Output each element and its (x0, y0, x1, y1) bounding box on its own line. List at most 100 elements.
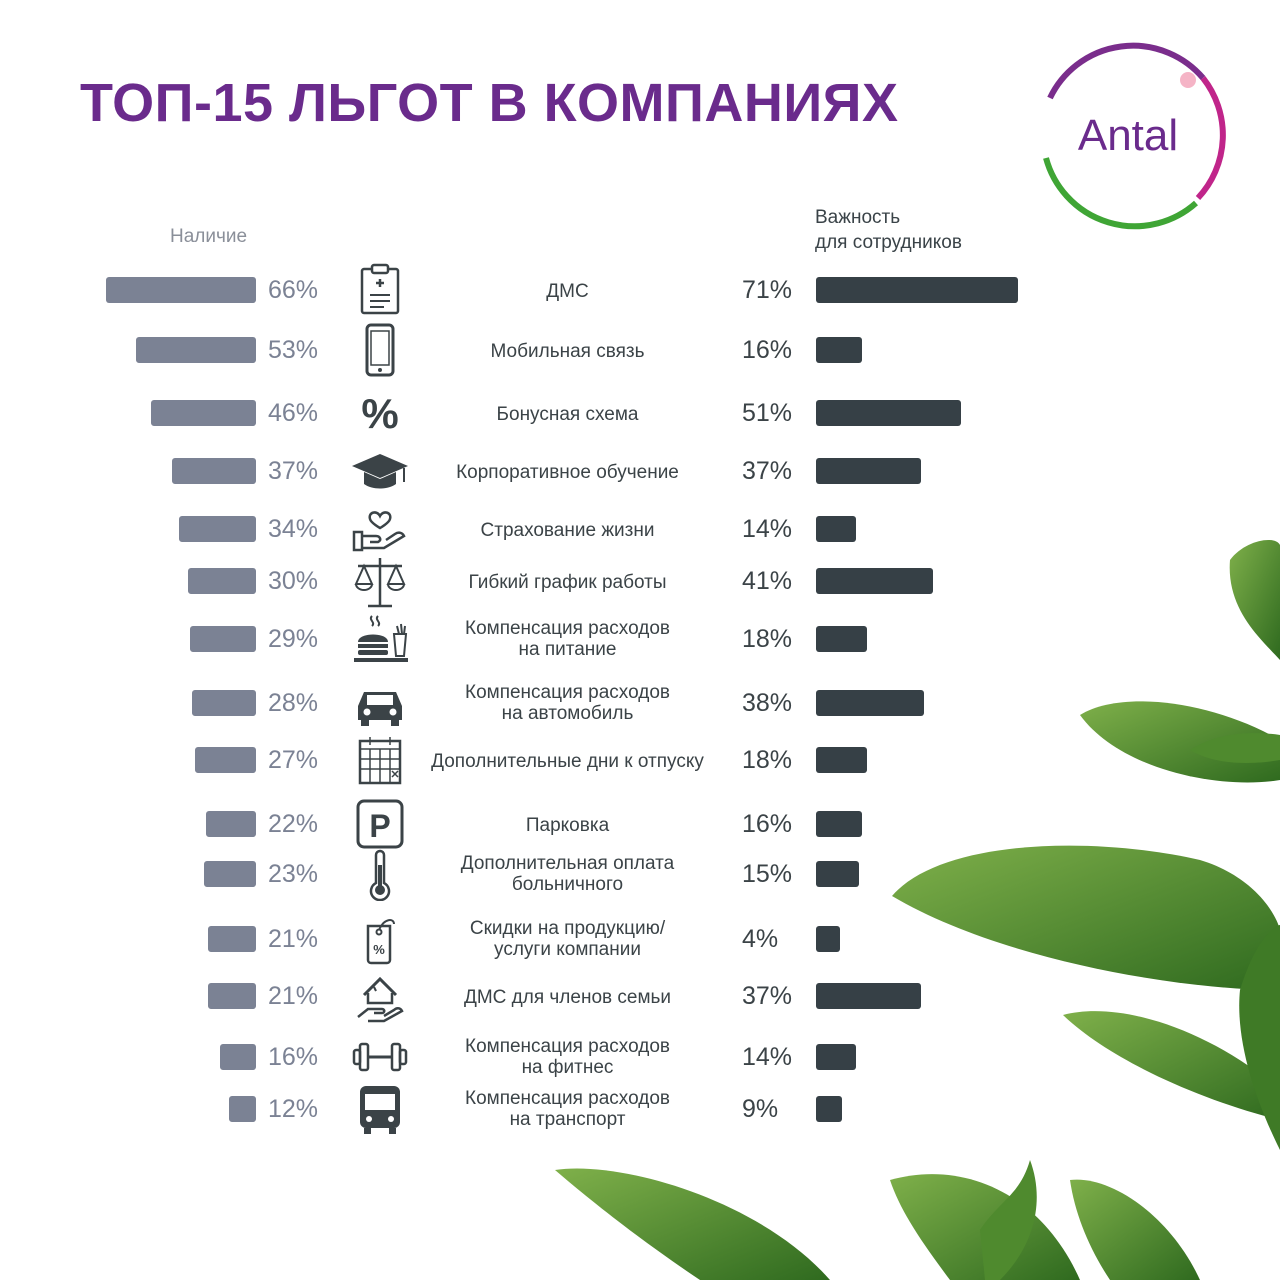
left-bar (204, 861, 256, 887)
percent-icon: % (350, 386, 410, 440)
right-bar (816, 690, 924, 716)
right-bar (816, 747, 867, 773)
left-value-label: 66% (268, 276, 319, 304)
right-bar (816, 277, 1018, 303)
left-bar (192, 690, 256, 716)
chart-row: 22% P Парковка 16% (0, 797, 1280, 853)
left-bar (190, 626, 256, 652)
left-bar (179, 516, 256, 542)
discount-tag-icon: % (350, 912, 410, 966)
chart-row: 27% Дополнительные дни к отпуску 18% (0, 733, 1280, 789)
right-value-label: 16% (742, 810, 793, 838)
left-value-label: 12% (268, 1095, 319, 1123)
chart-row: 53% Мобильная связь 16% (0, 323, 1280, 379)
benefit-label: Скидки на продукцию/ услуги компании (469, 918, 666, 960)
chart-row: 28% Компенсация расходов на автомобиль 38% (0, 676, 1280, 732)
right-value-label: 71% (742, 276, 793, 304)
chart-row: 37% Корпоративное обучение 37% (0, 444, 1280, 500)
chart-row: 30% Гибкий график работы 41% (0, 554, 1280, 610)
dumbbell-icon (350, 1030, 410, 1084)
right-value-label: 18% (742, 746, 793, 774)
chart-row: 46%% Бонусная схема 51% (0, 386, 1280, 442)
benefit-label: ДМС (546, 281, 589, 302)
left-value-label: 29% (268, 625, 319, 653)
right-value-label: 15% (742, 860, 793, 888)
benefit-label: Компенсация расходов на фитнес (465, 1036, 670, 1078)
chart-row: 12% Компенсация расходов на транспорт 9% (0, 1082, 1280, 1138)
right-bar (816, 337, 862, 363)
chart-row: 21% ДМС для членов семьи 37% (0, 969, 1280, 1025)
right-value-label: 38% (742, 689, 793, 717)
left-value-label: 53% (268, 336, 319, 364)
right-bar (816, 983, 921, 1009)
left-value-label: 46% (268, 399, 319, 427)
right-value-label: 4% (742, 925, 779, 953)
parking-icon: P (350, 797, 410, 851)
left-value-label: 37% (268, 457, 319, 485)
left-bar (172, 458, 256, 484)
right-bar (816, 400, 961, 426)
right-value-label: 37% (742, 982, 793, 1010)
benefit-label: Компенсация расходов на питание (465, 618, 670, 660)
chart-row: 23% Дополнительная оплата больничного 15% (0, 847, 1280, 903)
left-bar (195, 747, 256, 773)
bus-icon (350, 1082, 410, 1136)
chart-row: 29% Компенсация расходов на питание 18% (0, 612, 1280, 668)
right-value-label: 14% (742, 1043, 793, 1071)
right-bar (816, 811, 862, 837)
left-value-label: 21% (268, 925, 319, 953)
left-value-label: 27% (268, 746, 319, 774)
left-value-label: 21% (268, 982, 319, 1010)
right-bar (816, 626, 867, 652)
left-bar (151, 400, 256, 426)
svg-text:P: P (369, 808, 390, 844)
left-bar (206, 811, 256, 837)
benefit-label: Компенсация расходов на транспорт (465, 1088, 670, 1130)
benefit-label: Компенсация расходов на автомобиль (465, 682, 670, 724)
benefit-label: Корпоративное обучение (456, 462, 679, 483)
svg-text:%: % (361, 390, 398, 437)
food-tray-icon (350, 612, 410, 666)
antal-logo: Antal (1036, 42, 1226, 230)
right-value-label: 14% (742, 515, 793, 543)
left-bar (229, 1096, 256, 1122)
right-bar (816, 1044, 856, 1070)
benefit-label: Бонусная схема (496, 404, 639, 425)
right-bar (816, 926, 840, 952)
right-value-label: 41% (742, 567, 793, 595)
left-bar (220, 1044, 256, 1070)
chart-row: 21%% Скидки на продукцию/ услуги компании… (0, 912, 1280, 968)
house-hand-icon (350, 969, 410, 1023)
right-bar (816, 516, 856, 542)
chart-row: 66% ДМС 71% (0, 263, 1280, 319)
benefit-label: Страхование жизни (480, 520, 655, 541)
right-bar (816, 568, 933, 594)
svg-text:%: % (373, 942, 385, 957)
left-bar (208, 926, 256, 952)
left-bar (188, 568, 256, 594)
heart-hand-icon (350, 502, 410, 556)
chart-row: 34% Страхование жизни 14% (0, 502, 1280, 558)
benefit-label: Парковка (525, 815, 610, 836)
left-value-label: 30% (268, 567, 319, 595)
car-icon (350, 676, 410, 730)
right-bar (816, 861, 859, 887)
thermometer-icon (350, 847, 410, 901)
benefit-label: ДМС для членов семьи (463, 987, 672, 1008)
left-value-label: 28% (268, 689, 319, 717)
benefit-label: Дополнительная оплата больничного (460, 853, 675, 895)
calendar-icon (350, 733, 410, 787)
benefit-label: Мобильная связь (490, 341, 645, 362)
left-value-label: 34% (268, 515, 319, 543)
right-bar (816, 458, 921, 484)
benefit-label: Дополнительные дни к отпуску (431, 751, 704, 772)
left-bar (106, 277, 256, 303)
mobile-phone-icon (350, 323, 410, 377)
left-value-label: 16% (268, 1043, 319, 1071)
left-value-label: 22% (268, 810, 319, 838)
left-series-header: Наличие (170, 226, 248, 247)
benefit-label: Гибкий график работы (468, 572, 667, 593)
chart-row: 16% Компенсация расходов на фитнес 14% (0, 1030, 1280, 1086)
clipboard-medical-icon (350, 263, 410, 317)
right-series-header: Важность для сотрудников (815, 207, 962, 253)
